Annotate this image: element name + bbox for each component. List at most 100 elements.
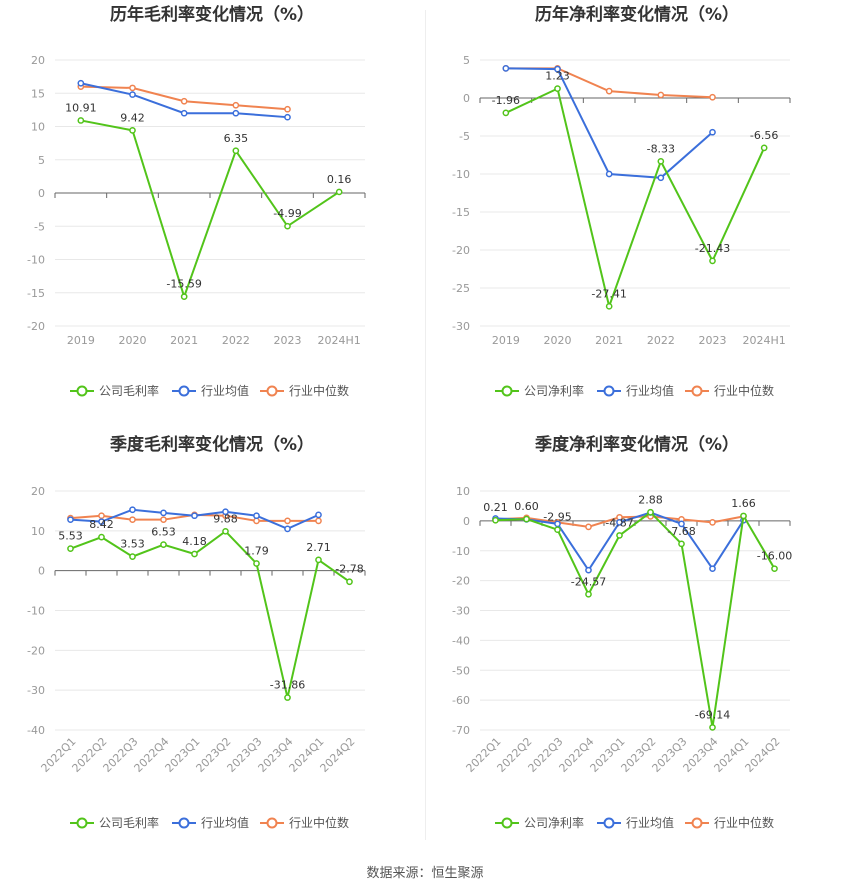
chart-title: 季度毛利率变化情况（%） — [110, 434, 314, 455]
data-point — [160, 509, 167, 517]
data-point — [771, 565, 778, 573]
data-label: -69.14 — [695, 708, 730, 721]
y-tick-label: -15 — [452, 206, 470, 219]
data-point — [709, 565, 716, 573]
data-point — [129, 127, 136, 134]
legend-label: 公司毛利率 — [99, 815, 159, 830]
legend-item[interactable]: 公司净利率 — [495, 815, 584, 830]
y-tick-label: -20 — [452, 575, 470, 588]
data-label: 6.35 — [224, 132, 249, 145]
data-label: 0.21 — [483, 501, 508, 514]
data-point — [523, 515, 530, 523]
data-point — [232, 101, 240, 109]
series-line — [80, 119, 340, 300]
legend-item[interactable]: 行业中位数 — [685, 383, 774, 398]
data-label: 8.42 — [89, 518, 114, 531]
data-point — [232, 109, 240, 117]
data-point — [191, 550, 198, 558]
legend-item[interactable]: 公司净利率 — [495, 383, 584, 398]
data-label: -4.99 — [273, 207, 301, 220]
y-tick-label: -20 — [452, 244, 470, 257]
x-tick-label: 2023 — [274, 334, 302, 347]
chart-quarterly-gross-margin: 季度毛利率变化情况（%） 20 10 0 -10 -20 -30 -40 2022Q1 2022Q… — [0, 430, 425, 860]
y-tick-label: -5 — [459, 130, 470, 143]
y-tick-label: 20 — [31, 54, 45, 67]
chart-annual-gross-margin: 历年毛利率变化情况（%） 20 15 10 5 0 -5 -10 -15 -20 2019 2020 2… — [0, 0, 425, 430]
y-tick-label: -10 — [452, 168, 470, 181]
y-tick-label: 15 — [31, 87, 45, 100]
data-point — [222, 527, 229, 535]
x-tick-label: 2019 — [492, 334, 520, 347]
data-point — [180, 293, 188, 301]
legend-label: 行业中位数 — [714, 815, 774, 830]
data-point — [284, 694, 291, 701]
data-point — [346, 578, 353, 586]
data-point — [222, 508, 229, 516]
data-label: -24.57 — [571, 575, 606, 588]
data-label: 6.53 — [151, 526, 176, 539]
data-point — [502, 65, 510, 72]
y-tick-label: 5 — [38, 154, 45, 167]
legend-item[interactable]: 行业均值 — [172, 383, 249, 398]
legend-swatch-marker — [178, 385, 190, 397]
x-tick-label: 2021 — [595, 334, 623, 347]
legend-swatch-marker — [691, 817, 703, 829]
x-tick-label: 2024H1 — [743, 334, 786, 347]
y-tick-label: 0 — [38, 187, 45, 200]
y-tick-label: -40 — [452, 634, 470, 647]
chart-svg: 季度毛利率变化情况（%）20100-10-20-30-402022Q12022Q… — [27, 434, 366, 830]
data-label: -4.87 — [605, 516, 633, 529]
y-tick-label: -10 — [452, 545, 470, 558]
legend-swatch-marker — [501, 817, 513, 829]
y-tick-label: 20 — [31, 485, 45, 498]
data-point — [315, 511, 322, 519]
data-label: 2.71 — [306, 541, 331, 554]
data-label: -2.78 — [335, 563, 363, 576]
legend-swatch-marker — [603, 817, 615, 829]
data-point — [657, 174, 665, 182]
series-line — [505, 87, 766, 310]
data-point — [180, 109, 188, 117]
data-point — [678, 540, 685, 548]
chart-annual-net-margin: 历年净利率变化情况（%） 5 0 -5 -10 -15 -20 -25 -30 2019 2020 2… — [425, 0, 850, 430]
legend-item[interactable]: 行业均值 — [172, 815, 249, 830]
data-point — [616, 532, 623, 539]
x-tick-label: 2020 — [544, 334, 572, 347]
legend-item[interactable]: 行业中位数 — [260, 815, 349, 830]
y-tick-label: -70 — [452, 724, 470, 737]
data-label: -16.00 — [757, 550, 792, 563]
data-label: -8.33 — [647, 142, 675, 155]
y-tick-label: -5 — [34, 220, 45, 233]
data-point — [678, 520, 685, 528]
legend-label: 行业中位数 — [289, 815, 349, 830]
data-point — [191, 512, 198, 520]
data-point — [77, 117, 85, 124]
legend-swatch-marker — [603, 385, 615, 397]
y-tick-label: -10 — [27, 254, 45, 267]
data-point — [232, 147, 240, 155]
data-point — [284, 222, 291, 230]
legend-item[interactable]: 公司毛利率 — [70, 383, 159, 398]
data-label: -21.43 — [695, 242, 730, 255]
legend-item[interactable]: 行业均值 — [597, 815, 674, 830]
legend-swatch-marker — [178, 817, 190, 829]
data-label: 2.88 — [638, 493, 663, 506]
legend-item[interactable]: 行业均值 — [597, 383, 674, 398]
x-tick-label: 2024H1 — [318, 334, 361, 347]
legend-item[interactable]: 公司毛利率 — [70, 815, 159, 830]
legend-label: 公司净利率 — [524, 383, 584, 398]
y-tick-label: -40 — [27, 724, 45, 737]
legend-item[interactable]: 行业中位数 — [685, 815, 774, 830]
legend-item[interactable]: 行业中位数 — [260, 383, 349, 398]
data-label: 5.53 — [58, 530, 83, 543]
chart-svg: 季度净利率变化情况（%）100-10-20-30-40-50-60-702022… — [452, 434, 792, 830]
data-label: -27.41 — [591, 287, 626, 300]
data-point — [492, 516, 499, 524]
legend-swatch-marker — [501, 385, 513, 397]
y-tick-label: 5 — [463, 54, 470, 67]
data-label: 1.66 — [731, 497, 756, 510]
legend-label: 行业均值 — [201, 815, 249, 830]
legend-label: 行业中位数 — [714, 383, 774, 398]
data-label: -15.59 — [166, 278, 201, 291]
y-tick-label: -50 — [452, 664, 470, 677]
